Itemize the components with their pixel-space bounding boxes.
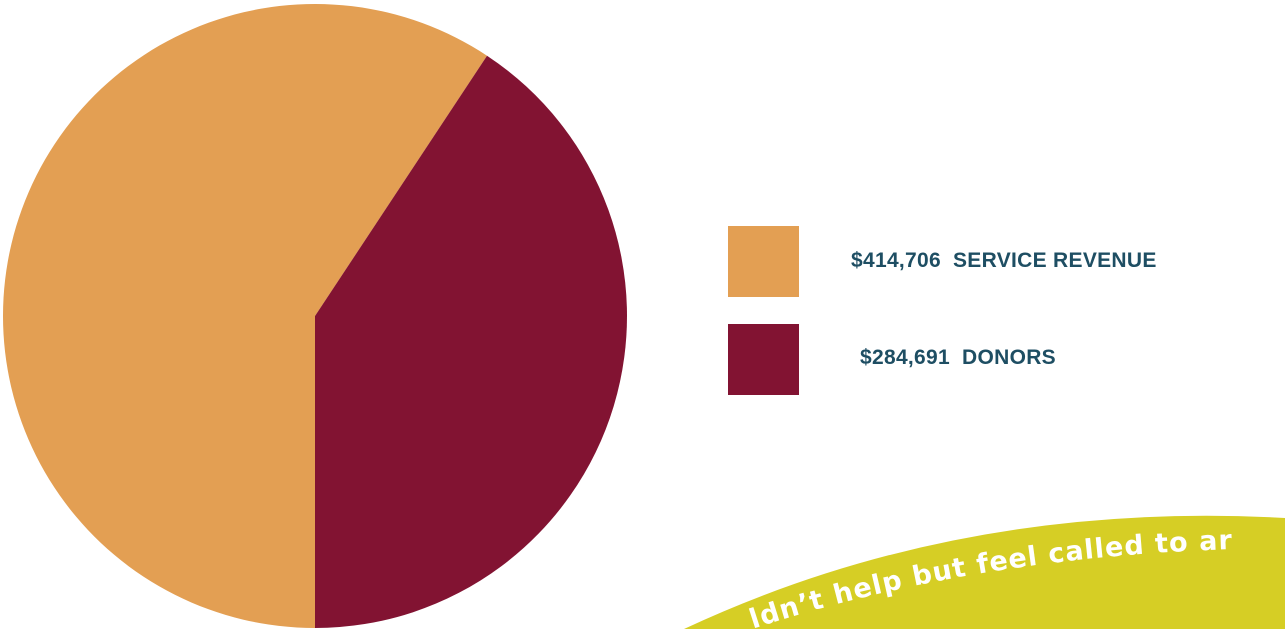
quote-banner-shape — [684, 515, 1285, 629]
pie-slice-service-revenue — [2, 3, 488, 628]
pie-slice-donors — [315, 55, 627, 628]
legend-label-service-revenue: SERVICE REVENUE — [953, 249, 1157, 272]
legend-item-donors: $284,691 DONORS — [860, 346, 1056, 370]
legend-swatch-service-revenue — [728, 226, 799, 297]
legend-amount-service-revenue: $414,706 — [851, 249, 941, 272]
legend-item-service-revenue: $414,706 SERVICE REVENUE — [851, 249, 1157, 273]
legend-amount-donors: $284,691 — [860, 346, 950, 369]
pie-chart — [2, 3, 627, 628]
legend-swatch-donors — [728, 324, 799, 395]
legend-label-donors: DONORS — [962, 346, 1056, 369]
